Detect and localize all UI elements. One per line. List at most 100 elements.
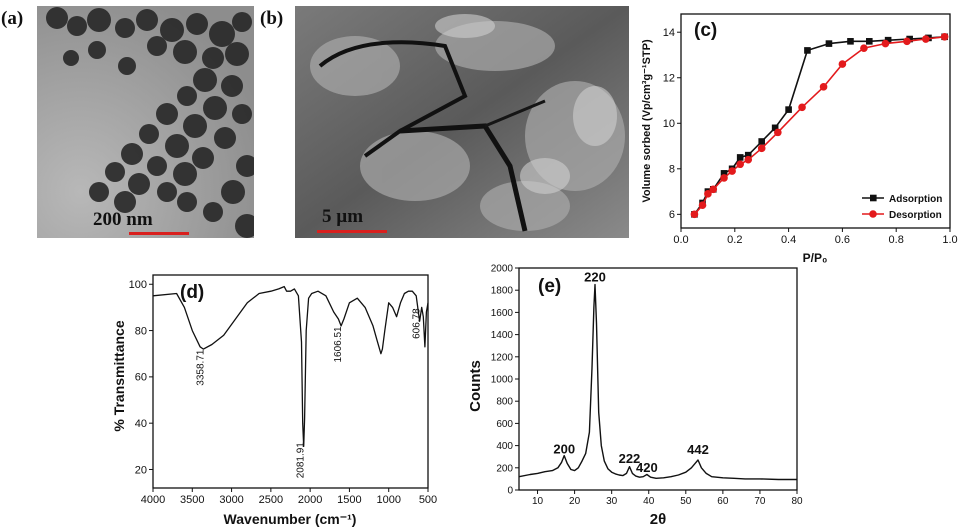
data-point-adsorption bbox=[804, 47, 811, 54]
series-line-1 bbox=[693, 36, 945, 215]
x-tick-label: 0.6 bbox=[835, 234, 850, 246]
data-point-desorption bbox=[744, 155, 753, 164]
panel-label-b: (b) bbox=[260, 8, 284, 29]
data-point-desorption bbox=[881, 39, 890, 48]
x-tick-label: 0.2 bbox=[727, 234, 742, 246]
y-tick-label: 400 bbox=[496, 441, 513, 452]
data-point-desorption bbox=[940, 32, 949, 41]
data-point-adsorption bbox=[925, 34, 932, 42]
y-tick-label: 20 bbox=[135, 464, 147, 476]
data-point-adsorption bbox=[704, 188, 712, 195]
legend-marker bbox=[870, 194, 877, 202]
data-point-desorption bbox=[819, 83, 828, 91]
y-tick-label: 800 bbox=[496, 397, 513, 408]
x-tick-label: 30 bbox=[606, 496, 618, 507]
y-tick-label: 600 bbox=[496, 419, 513, 430]
peak-annotation: 420 bbox=[636, 460, 658, 475]
y-tick-label: 10 bbox=[663, 118, 675, 130]
x-tick-label: 1500 bbox=[337, 494, 361, 506]
data-point-adsorption bbox=[884, 36, 892, 44]
data-point-desorption bbox=[720, 174, 728, 182]
y-tick-label: 0 bbox=[507, 486, 513, 497]
legend-label: Adsorption bbox=[889, 194, 942, 205]
data-point-adsorption bbox=[699, 199, 706, 207]
legend-marker bbox=[869, 210, 877, 218]
tem-scale-bar-label: 200 nm bbox=[93, 209, 153, 230]
y-tick-label: 2000 bbox=[491, 264, 514, 275]
x-tick-label: 10 bbox=[532, 496, 544, 507]
y-tick-label: 8 bbox=[669, 164, 675, 176]
x-tick-label: 0.8 bbox=[889, 234, 904, 246]
x-tick-label: 0.4 bbox=[781, 234, 796, 246]
data-point-adsorption bbox=[941, 33, 948, 41]
peak-annotation: 200 bbox=[553, 441, 575, 456]
x-tick-label: 70 bbox=[754, 496, 766, 507]
data-point-desorption bbox=[690, 210, 699, 219]
tem-micrograph bbox=[37, 6, 254, 238]
data-point-desorption bbox=[921, 35, 930, 43]
sem-micrograph bbox=[295, 6, 629, 238]
x-tick-label: 3500 bbox=[180, 494, 204, 506]
x-tick-label: 2500 bbox=[259, 494, 283, 506]
data-point-desorption bbox=[774, 128, 782, 137]
data-point-desorption bbox=[709, 185, 718, 194]
legend-label: Desorption bbox=[889, 210, 942, 221]
e-y-axis-label: Counts bbox=[467, 360, 484, 412]
d-y-axis-label: % Transmittance bbox=[111, 320, 127, 431]
peak-annotation: 3358.71 bbox=[195, 349, 206, 386]
data-point-adsorption bbox=[825, 40, 833, 47]
data-point-desorption bbox=[860, 44, 868, 52]
peak-annotation: 1606.51 bbox=[333, 326, 344, 363]
data-point-desorption bbox=[798, 103, 806, 112]
plot-frame bbox=[152, 274, 429, 489]
x-tick-label: 60 bbox=[717, 496, 729, 507]
data-point-desorption bbox=[704, 190, 712, 198]
y-tick-label: 80 bbox=[135, 325, 147, 337]
data-point-adsorption bbox=[866, 38, 873, 45]
series-line-0 bbox=[518, 283, 797, 481]
data-point-desorption bbox=[757, 144, 766, 153]
x-tick-label: 4000 bbox=[141, 494, 165, 506]
data-point-desorption bbox=[838, 60, 847, 68]
y-tick-label: 14 bbox=[663, 27, 675, 39]
x-tick-label: 500 bbox=[419, 494, 437, 506]
data-point-adsorption bbox=[847, 38, 854, 45]
e-x-axis-label: 2θ bbox=[650, 511, 666, 528]
y-tick-label: 1600 bbox=[491, 308, 514, 319]
y-tick-label: 12 bbox=[663, 73, 675, 85]
data-point-adsorption bbox=[709, 185, 717, 193]
c-y-axis-label: Volume sorbed (Vp/cm³g⁻¹STP) bbox=[641, 39, 653, 203]
x-tick-label: 50 bbox=[680, 496, 692, 507]
data-point-adsorption bbox=[728, 165, 736, 173]
c-x-axis-label: P/P₀ bbox=[803, 251, 828, 265]
y-tick-label: 1400 bbox=[491, 330, 514, 341]
data-point-adsorption bbox=[906, 35, 913, 43]
data-point-adsorption bbox=[720, 170, 728, 177]
y-tick-label: 60 bbox=[135, 372, 147, 384]
plot-frame bbox=[680, 13, 951, 229]
x-tick-label: 1000 bbox=[376, 494, 400, 506]
data-point-desorption bbox=[698, 201, 707, 210]
x-tick-label: 0.0 bbox=[673, 234, 688, 246]
peak-annotation: 2081.91 bbox=[296, 442, 307, 479]
data-point-desorption bbox=[728, 167, 736, 175]
peak-annotation: 606.78 bbox=[412, 308, 423, 339]
y-tick-label: 1800 bbox=[491, 286, 514, 297]
peak-annotation: 222 bbox=[619, 451, 641, 466]
peak-annotation: 442 bbox=[687, 442, 709, 457]
data-point-adsorption bbox=[736, 154, 744, 161]
sem-image bbox=[295, 6, 629, 238]
data-point-desorption bbox=[736, 160, 744, 169]
tem-image bbox=[37, 6, 254, 238]
peak-annotation: 220 bbox=[584, 269, 606, 284]
y-tick-label: 200 bbox=[496, 463, 513, 474]
y-tick-label: 40 bbox=[135, 418, 147, 430]
d-x-axis-label: Wavenumber (cm⁻¹) bbox=[224, 511, 357, 527]
series-line-0 bbox=[152, 285, 429, 447]
y-tick-label: 1200 bbox=[491, 352, 514, 363]
data-point-adsorption bbox=[785, 106, 792, 113]
y-tick-label: 100 bbox=[129, 279, 147, 291]
data-point-adsorption bbox=[771, 124, 779, 132]
y-tick-label: 1000 bbox=[491, 375, 514, 386]
panel-label-d: (d) bbox=[180, 282, 204, 303]
